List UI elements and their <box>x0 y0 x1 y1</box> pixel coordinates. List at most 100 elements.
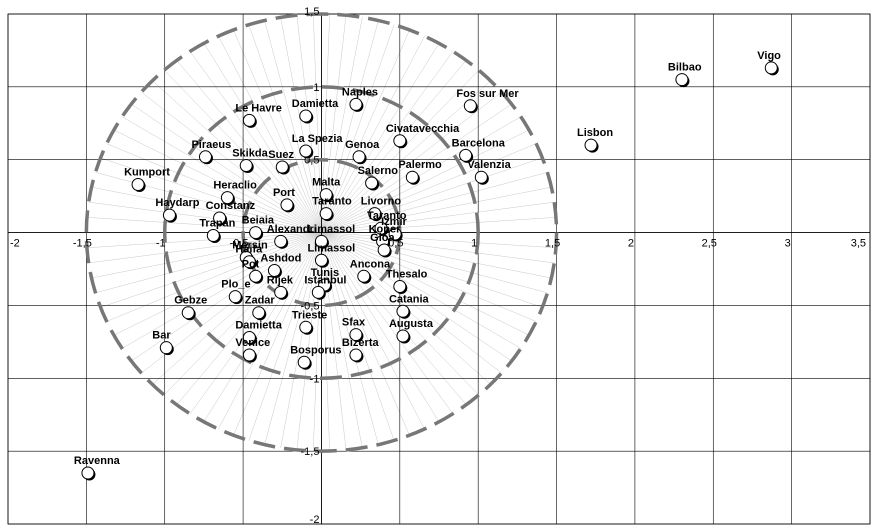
data-point-label: Civatavecchia <box>386 123 460 135</box>
data-point <box>357 269 371 283</box>
x-tick-label: 2,5 <box>702 238 717 250</box>
y-tick-label: -2 <box>310 514 320 525</box>
data-point-label: Izmir <box>381 216 407 228</box>
radial-line <box>321 143 537 233</box>
radial-line <box>321 129 530 233</box>
radial-line <box>264 20 322 233</box>
x-tick-label: 3,5 <box>851 238 866 250</box>
radial-line <box>113 232 322 336</box>
data-point <box>349 328 363 342</box>
data-point <box>181 306 195 320</box>
data-point-label: Limassol <box>307 223 355 235</box>
radial-line <box>113 129 322 233</box>
data-point-label: Constanz <box>206 200 256 212</box>
data-point-label: Palermo <box>398 159 442 171</box>
data-point <box>396 329 410 343</box>
data-point <box>239 159 253 173</box>
x-tick-label: -2 <box>10 238 20 250</box>
data-point-label: Malta <box>312 177 341 189</box>
radial-line <box>321 232 530 336</box>
radial-line <box>248 232 322 441</box>
radial-line <box>321 232 552 279</box>
radial-line <box>91 186 322 233</box>
data-point <box>274 234 288 248</box>
x-tick-label: 3 <box>785 238 791 250</box>
data-point-label: Tunis <box>311 267 340 279</box>
y-tick-label: 1 <box>313 82 319 94</box>
data-point-label: Salerno <box>358 165 399 177</box>
radial-line <box>176 232 322 405</box>
radial-line <box>218 232 322 430</box>
data-point <box>297 355 311 369</box>
data-point-label: Damietta <box>292 98 339 110</box>
data-point-label: Taranto <box>367 210 407 222</box>
x-tick-label: 2 <box>628 238 634 250</box>
radial-line <box>321 186 552 233</box>
data-point <box>319 188 333 202</box>
data-point <box>319 207 333 221</box>
radial-line <box>106 143 322 233</box>
data-point <box>275 160 289 174</box>
data-point-label: Trapan <box>199 217 235 229</box>
data-point <box>198 150 212 164</box>
data-point-label: Bilbao <box>668 62 702 74</box>
radial-line <box>121 232 322 349</box>
data-point-label: Thesalo <box>386 268 428 280</box>
data-point-label: Pot <box>242 258 260 270</box>
radial-line <box>321 232 363 448</box>
data-point-label: Trieste <box>292 309 327 321</box>
radial-line <box>321 116 521 233</box>
radial-line <box>296 15 322 233</box>
y-tick-label: -1 <box>310 373 320 385</box>
radial-line <box>313 232 322 452</box>
radial-line <box>86 217 322 233</box>
data-point <box>474 170 488 184</box>
x-tick-label: -0,5 <box>230 238 249 250</box>
data-point-label: Damietta <box>235 319 282 331</box>
data-point-label: Genoa <box>345 139 380 151</box>
data-point-label: Barcelona <box>452 137 506 149</box>
data-point <box>349 97 363 111</box>
data-point-label: Fos sur Mer <box>456 88 519 100</box>
data-point-label: Haifa <box>235 244 263 256</box>
data-point <box>81 466 95 480</box>
reference-circle <box>84 12 559 453</box>
radial-line <box>321 80 491 233</box>
radial-line <box>321 29 410 233</box>
data-point <box>159 341 173 355</box>
radial-line <box>233 29 322 233</box>
data-point-label: Haydarp <box>155 197 199 209</box>
data-point <box>242 330 256 344</box>
data-point <box>764 61 778 75</box>
data-point <box>396 304 410 318</box>
data-point <box>280 198 294 212</box>
radial-line <box>321 232 543 308</box>
data-point-label: Zadar <box>245 295 276 307</box>
radial-line <box>203 43 322 233</box>
radial-line <box>321 43 440 233</box>
data-point <box>274 285 288 299</box>
data-point <box>459 148 473 162</box>
data-point-label: Gebze <box>174 295 207 307</box>
data-point <box>405 170 419 184</box>
data-point-label: Venice <box>235 337 270 349</box>
data-point-label: Istanbul <box>304 274 346 286</box>
data-point-label: Naples <box>342 86 378 98</box>
radial-line <box>321 91 502 233</box>
x-tick-label: -1,5 <box>73 238 92 250</box>
data-point <box>463 99 477 113</box>
radial-line <box>203 232 322 422</box>
data-point-label: Livorno <box>361 196 402 208</box>
radial-line <box>218 36 322 233</box>
data-point-label: Limassol <box>307 242 355 254</box>
data-point <box>206 228 220 242</box>
data-point <box>368 207 382 221</box>
data-point-label: Heraclio <box>213 180 257 192</box>
data-point <box>220 191 234 205</box>
data-point-label: Alexandri <box>267 223 317 235</box>
radial-line <box>321 232 537 322</box>
data-point-label: Vigo <box>757 50 781 62</box>
data-point-label: Lisbon <box>577 127 613 139</box>
radial-line <box>321 232 330 452</box>
radial-line <box>321 157 543 233</box>
